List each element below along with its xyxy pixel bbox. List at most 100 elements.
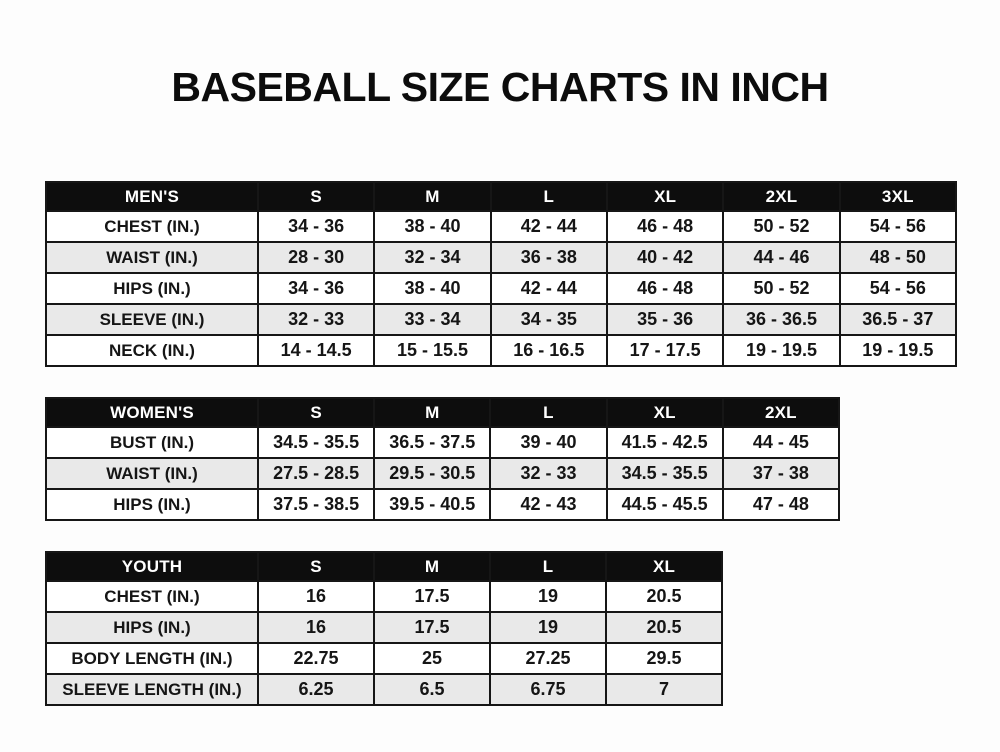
size-table-womens: WOMEN'S S M L XL 2XL BUST (IN.) 34.5 - 35.5 36.…: [45, 397, 841, 522]
size-value: 40 - 42: [605, 241, 725, 275]
size-value: 6.25: [257, 673, 375, 707]
page-title: BASEBALL SIZE CHARTS IN INCH: [171, 64, 829, 110]
size-column-header: M: [373, 397, 492, 429]
size-value: 36.5 - 37: [838, 303, 958, 337]
size-column-header: XL: [605, 551, 723, 583]
size-table-youth-header: YOUTH S M L XL: [45, 551, 723, 583]
size-value: 19: [489, 611, 607, 645]
table-row: HIPS (IN.) 37.5 - 38.5 39.5 - 40.5 42 - 43 4…: [45, 488, 841, 522]
size-value: 38 - 40: [373, 210, 492, 244]
size-value: 17.5: [373, 580, 491, 614]
size-column-header: M: [373, 551, 491, 583]
size-value: 19 - 19.5: [722, 334, 841, 368]
row-label: SLEEVE LENGTH (IN.): [45, 673, 259, 707]
size-column-header: 3XL: [838, 181, 958, 213]
size-value: 19 - 19.5: [838, 334, 958, 368]
size-value: 29.5 - 30.5: [373, 457, 492, 491]
size-column-header: 2XL: [722, 181, 841, 213]
size-value: 37 - 38: [721, 457, 841, 491]
size-value: 48 - 50: [838, 241, 958, 275]
size-value: 27.25: [489, 642, 607, 676]
size-value: 6.5: [373, 673, 491, 707]
size-value: 54 - 56: [838, 210, 958, 244]
size-value: 36 - 38: [489, 241, 608, 275]
size-value: 46 - 48: [605, 210, 725, 244]
size-table-mens-header: MEN'S S M L XL 2XL 3XL: [45, 181, 958, 213]
size-column-header: L: [489, 551, 607, 583]
size-value: 34.5 - 35.5: [605, 457, 724, 491]
size-value: 32 - 34: [373, 241, 492, 275]
row-label: WAIST (IN.): [45, 457, 259, 491]
size-value: 44.5 - 45.5: [605, 488, 724, 522]
size-value: 42 - 43: [489, 488, 608, 522]
row-label: WAIST (IN.): [45, 241, 259, 275]
row-label: CHEST (IN.): [45, 210, 259, 244]
size-table-header-row: MEN'S S M L XL 2XL 3XL: [45, 181, 958, 213]
row-label: SLEEVE (IN.): [45, 303, 259, 337]
size-column-header: M: [373, 181, 492, 213]
size-value: 35 - 36: [605, 303, 725, 337]
size-column-header: S: [257, 551, 375, 583]
size-table-youth-body: CHEST (IN.) 16 17.5 19 20.5 HIPS (IN.) 16 17.5 1…: [45, 580, 723, 707]
table-row: SLEEVE (IN.) 32 - 33 33 - 34 34 - 35 35 - 36…: [45, 303, 958, 337]
size-column-header: S: [256, 181, 376, 213]
row-label: NECK (IN.): [45, 334, 259, 368]
size-chart-page: BASEBALL SIZE CHARTS IN INCH MEN'S S M L XL 2…: [45, 64, 958, 707]
size-table-womens-header: WOMEN'S S M L XL 2XL: [45, 397, 841, 429]
table-title-cell: WOMEN'S: [45, 397, 259, 429]
table-title-cell: YOUTH: [45, 551, 259, 583]
size-value: 39.5 - 40.5: [373, 488, 492, 522]
size-column-header: L: [489, 397, 608, 429]
table-row: BUST (IN.) 34.5 - 35.5 36.5 - 37.5 39 - 40 4…: [45, 426, 841, 460]
size-value: 34 - 36: [256, 210, 376, 244]
table-row: WAIST (IN.) 27.5 - 28.5 29.5 - 30.5 32 - 33…: [45, 457, 841, 491]
size-value: 42 - 44: [489, 272, 608, 306]
size-value: 34 - 35: [489, 303, 608, 337]
size-value: 54 - 56: [838, 272, 958, 306]
size-value: 50 - 52: [722, 210, 841, 244]
row-label: BODY LENGTH (IN.): [45, 642, 259, 676]
size-value: 41.5 - 42.5: [605, 426, 724, 460]
row-label: HIPS (IN.): [45, 611, 259, 645]
size-table-youth: YOUTH S M L XL CHEST (IN.) 16 17.5 19 20.5 HIPS (…: [45, 551, 723, 707]
size-value: 17 - 17.5: [605, 334, 725, 368]
row-label: CHEST (IN.): [45, 580, 259, 614]
row-label: BUST (IN.): [45, 426, 259, 460]
size-value: 36.5 - 37.5: [373, 426, 492, 460]
size-value: 16 - 16.5: [489, 334, 608, 368]
size-table-mens: MEN'S S M L XL 2XL 3XL CHEST (IN.) 34 - 36 38 - …: [45, 181, 958, 368]
size-value: 46 - 48: [605, 272, 725, 306]
size-column-header: XL: [605, 397, 724, 429]
table-row: SLEEVE LENGTH (IN.) 6.25 6.5 6.75 7: [45, 673, 723, 707]
table-row: BODY LENGTH (IN.) 22.75 25 27.25 29.5: [45, 642, 723, 676]
size-value: 32 - 33: [256, 303, 376, 337]
size-column-header: XL: [605, 181, 725, 213]
size-value: 6.75: [489, 673, 607, 707]
size-value: 42 - 44: [489, 210, 608, 244]
size-value: 32 - 33: [489, 457, 608, 491]
size-table-header-row: WOMEN'S S M L XL 2XL: [45, 397, 841, 429]
size-table-header-row: YOUTH S M L XL: [45, 551, 723, 583]
table-row: CHEST (IN.) 16 17.5 19 20.5: [45, 580, 723, 614]
size-value: 7: [605, 673, 723, 707]
size-value: 44 - 46: [722, 241, 841, 275]
size-value: 38 - 40: [373, 272, 492, 306]
size-value: 20.5: [605, 611, 723, 645]
size-value: 47 - 48: [721, 488, 841, 522]
size-column-header: S: [256, 397, 376, 429]
size-value: 39 - 40: [489, 426, 608, 460]
size-column-header: L: [489, 181, 608, 213]
row-label: HIPS (IN.): [45, 488, 259, 522]
size-value: 14 - 14.5: [256, 334, 376, 368]
size-value: 36 - 36.5: [722, 303, 841, 337]
size-value: 28 - 30: [256, 241, 376, 275]
size-value: 27.5 - 28.5: [256, 457, 376, 491]
size-table-womens-body: BUST (IN.) 34.5 - 35.5 36.5 - 37.5 39 - 40 4…: [45, 426, 841, 522]
size-value: 19: [489, 580, 607, 614]
size-value: 22.75: [257, 642, 375, 676]
size-value: 25: [373, 642, 491, 676]
table-row: WAIST (IN.) 28 - 30 32 - 34 36 - 38 40 - 42 4…: [45, 241, 958, 275]
size-value: 17.5: [373, 611, 491, 645]
size-value: 34.5 - 35.5: [256, 426, 376, 460]
size-value: 16: [257, 611, 375, 645]
